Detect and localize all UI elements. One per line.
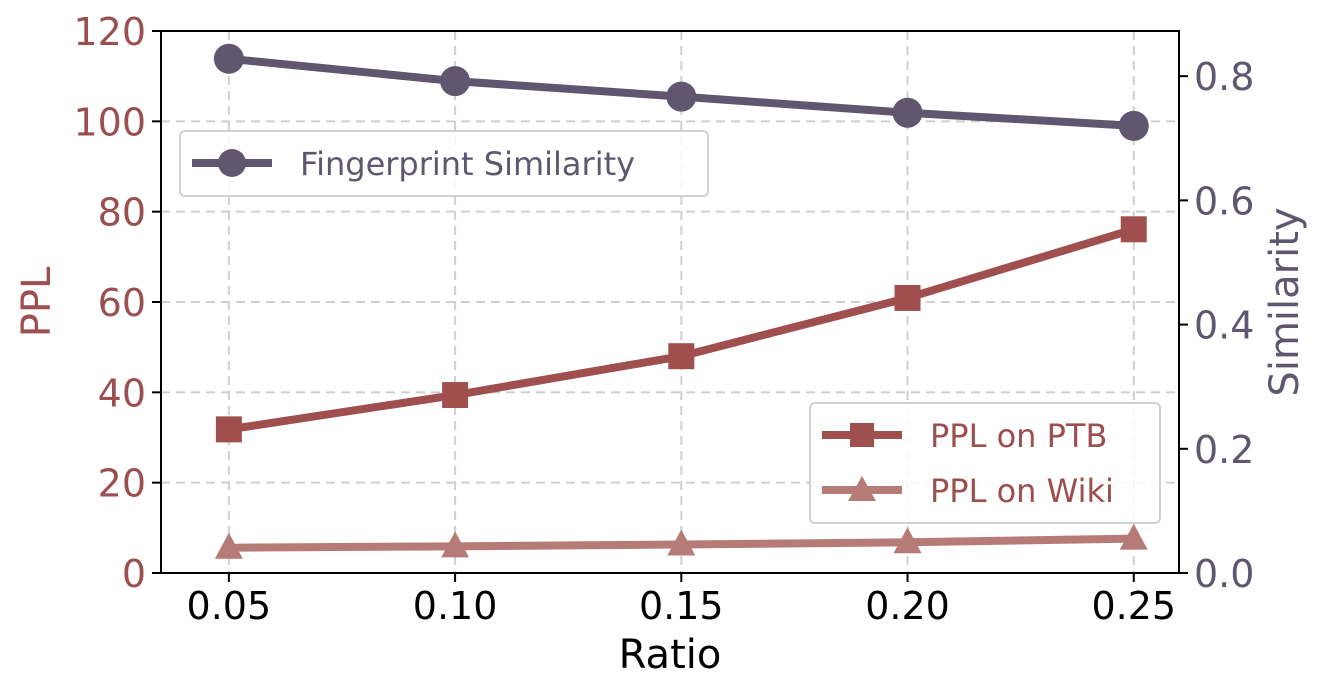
legend-marker-wiki [848, 476, 876, 501]
y-right-tick-label: 0.2 [1194, 428, 1254, 472]
data-point-square [442, 382, 469, 409]
data-point-square [215, 416, 242, 443]
data-point-triangle [441, 531, 470, 558]
x-tick-label: 0.25 [1091, 584, 1176, 628]
x-axis-title: Ratio [619, 632, 722, 678]
series-layer [213, 43, 1149, 559]
data-point-square [1120, 216, 1147, 243]
y-axis-title-left: PPL [14, 266, 60, 337]
data-point-triangle [667, 529, 696, 556]
data-point-square [894, 284, 921, 311]
data-point-triangle [1119, 523, 1148, 550]
data-point-circle [1118, 110, 1149, 141]
y-axis-title-right: Similarity [1262, 207, 1308, 396]
legend-marker-similarity [218, 149, 246, 177]
y-left-tick-label: 120 [73, 10, 146, 54]
y-right-tick-label: 0.8 [1194, 55, 1254, 99]
x-tick-label: 0.10 [413, 584, 498, 628]
data-point-triangle [214, 532, 243, 559]
y-right-tick-label: 0.0 [1194, 552, 1254, 596]
data-point-triangle [893, 527, 922, 554]
axis-ticks: 0.05 0.10 0.15 0.20 0.25 0 20 40 60 80 100 120 0.0 0.… [73, 10, 1254, 628]
x-tick-label: 0.20 [865, 584, 950, 628]
y-left-tick-label: 40 [98, 371, 146, 415]
y-left-tick-label: 0 [122, 552, 146, 596]
y-left-tick-label: 100 [73, 100, 146, 144]
legend-label-wiki: PPL on Wiki [930, 472, 1114, 510]
x-tick-label: 0.15 [639, 584, 724, 628]
y-right-tick-label: 0.4 [1194, 304, 1254, 348]
legend-marker-ptb [850, 423, 874, 447]
data-point-circle [666, 81, 697, 112]
legend-frame [179, 130, 709, 197]
data-point-circle [892, 97, 923, 128]
y-right-tick-label: 0.6 [1194, 179, 1254, 223]
legend-similarity: Fingerprint Similarity [179, 130, 709, 197]
x-tick-label: 0.05 [187, 584, 272, 628]
data-point-circle [440, 66, 471, 97]
y-left-tick-label: 20 [98, 462, 146, 506]
legend-label-ptb: PPL on PTB [930, 417, 1107, 455]
y-left-tick-label: 60 [98, 281, 146, 325]
data-point-circle [213, 43, 244, 74]
data-point-square [668, 343, 695, 370]
y-left-tick-label: 80 [98, 191, 146, 235]
legend-label-similarity: Fingerprint Similarity [300, 145, 635, 183]
legend-ppl: PPL on PTB PPL on Wiki [809, 402, 1161, 524]
